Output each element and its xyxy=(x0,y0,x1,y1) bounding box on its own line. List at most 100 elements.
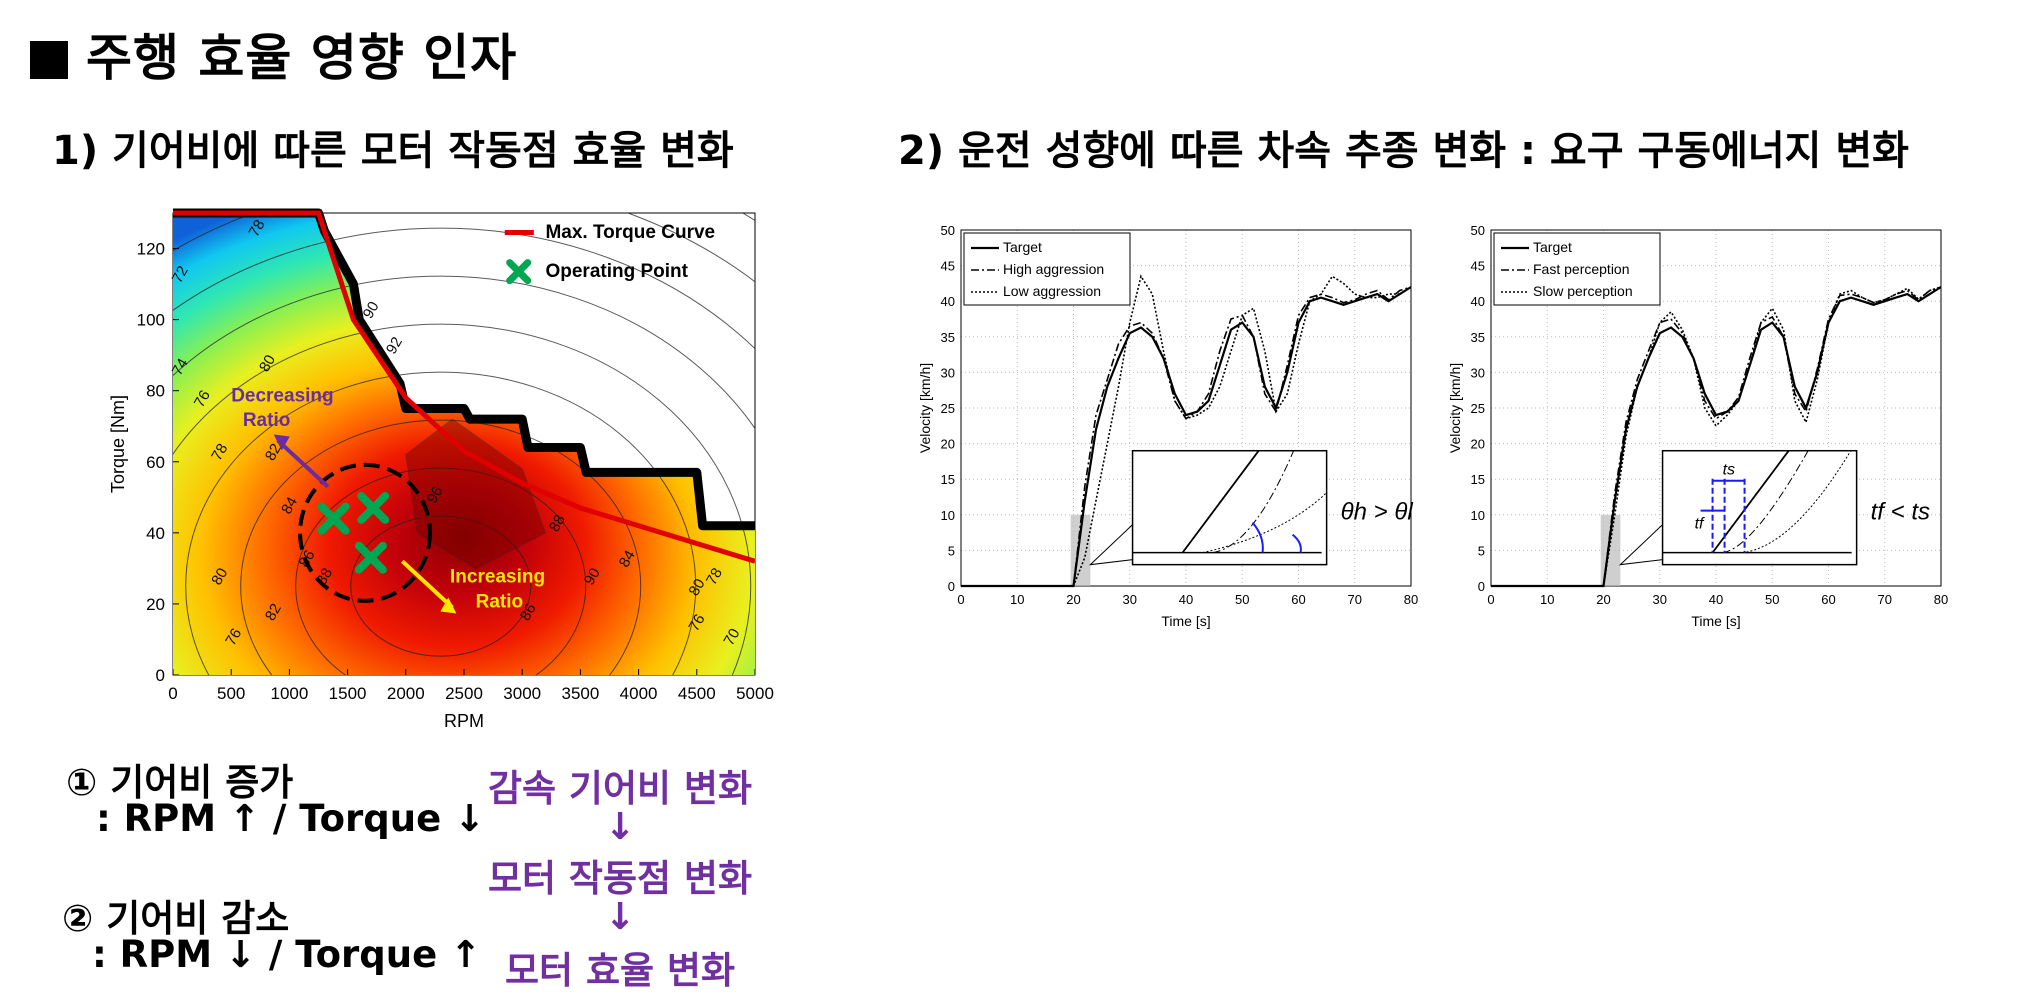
x-tick-label: 60 xyxy=(1291,592,1305,607)
y-tick-label: 50 xyxy=(1471,223,1485,238)
x-tick-label: 70 xyxy=(1348,592,1362,607)
x-tick-label: 40 xyxy=(1179,592,1193,607)
y-tick-label: 80 xyxy=(146,382,165,401)
y-tick-label: 45 xyxy=(941,259,955,274)
section1-title: 1) 기어비에 따른 모터 작동점 효율 변화 xyxy=(52,128,734,174)
decreasing-ratio-label: Decreasing xyxy=(231,385,333,406)
x-tick-label: 20 xyxy=(1596,592,1610,607)
decreasing-arrow xyxy=(276,438,330,489)
y-tick-label: 25 xyxy=(941,401,955,416)
operating-point-mark xyxy=(317,502,350,535)
inset-relation-label: θh > θl xyxy=(1341,499,1414,526)
efficiency-contour xyxy=(173,227,755,350)
efficiency-label: 86 xyxy=(517,601,540,624)
x-tick-label: 40 xyxy=(1709,592,1723,607)
plot-frame xyxy=(960,229,1412,587)
legend-label: Target xyxy=(1003,239,1042,255)
gear-ratio-increase-title: ① 기어비 증가 xyxy=(66,761,294,804)
y-tick-label: 30 xyxy=(941,365,955,380)
max-torque-curve xyxy=(173,210,756,564)
efficiency-label: 80 xyxy=(686,576,709,599)
flow-step-1: 감속 기어비 변화 xyxy=(487,767,753,810)
efficiency-contour xyxy=(350,515,532,657)
efficiency-contour xyxy=(185,371,697,675)
efficiency-label: 72 xyxy=(169,263,192,286)
angle-arc-h xyxy=(1251,521,1264,553)
series-line xyxy=(961,286,1412,588)
y-tick-label: 20 xyxy=(146,595,165,614)
operating-region-circle xyxy=(298,462,433,603)
x-tick-label: 70 xyxy=(1878,592,1892,607)
gear-ratio-decrease-title: ② 기어비 감소 xyxy=(62,897,290,940)
page-title: 주행 효율 영향 인자 xyxy=(30,18,517,90)
increasing-arrow xyxy=(400,559,454,609)
operating-point-mark xyxy=(357,491,390,524)
x-tick-label: 30 xyxy=(1653,592,1667,607)
efficiency-label: 84 xyxy=(616,547,639,570)
y-tick-label: 10 xyxy=(1471,508,1485,523)
flow-step-3: 모터 효율 변화 xyxy=(504,949,735,992)
legend-box xyxy=(1493,232,1661,306)
operating-point xyxy=(354,541,387,574)
square-bullet-icon xyxy=(30,41,68,79)
legend-operating-point-label: Operating Point xyxy=(545,261,688,282)
y-tick-label: 30 xyxy=(1471,365,1485,380)
efficiency-contour xyxy=(173,275,755,430)
inset-slow xyxy=(1742,450,1852,554)
increasing-arrowhead xyxy=(440,597,457,614)
flow-arrow-2: ↓ xyxy=(604,895,636,938)
efficiency-label: 82 xyxy=(262,441,285,464)
x-tick-label: 10 xyxy=(1540,592,1554,607)
legend-box xyxy=(963,232,1131,306)
inset-pointer xyxy=(1618,523,1664,566)
x-tick-label: 0 xyxy=(168,684,177,703)
efficiency-label: 76 xyxy=(191,388,214,411)
y-tick-label: 120 xyxy=(137,240,165,259)
y-tick-label: 40 xyxy=(941,294,955,309)
efficiency-label: 88 xyxy=(546,512,569,535)
y-tick-label: 35 xyxy=(1471,330,1485,345)
y-tick-label: 5 xyxy=(948,543,955,558)
efficiency-label: 92 xyxy=(383,334,406,357)
y-tick-label: 15 xyxy=(941,472,955,487)
x-tick-label: 10 xyxy=(1010,592,1024,607)
torque-limit-edge xyxy=(173,208,755,531)
y-tick-label: 0 xyxy=(1478,579,1485,594)
angle-arc-l xyxy=(1291,533,1302,553)
y-axis-label: Torque [Nm] xyxy=(108,395,128,493)
x-tick-label: 20 xyxy=(1066,592,1080,607)
efficiency-label: 80 xyxy=(208,565,231,588)
x-tick-label: 2000 xyxy=(387,684,425,703)
y-tick-label: 20 xyxy=(941,437,955,452)
y-tick-label: 40 xyxy=(146,524,165,543)
efficiency-label: 76 xyxy=(222,626,245,649)
y-axis-label: Velocity [km/h] xyxy=(917,363,933,453)
efficiency-label: 96 xyxy=(424,483,447,506)
flow-arrow-1: ↓ xyxy=(604,805,636,848)
inset-box xyxy=(1131,449,1328,566)
efficiency-label: 78 xyxy=(246,217,269,240)
efficiency-contour xyxy=(240,419,642,675)
efficiency-label: 80 xyxy=(256,352,279,375)
efficiency-label: 70 xyxy=(720,626,743,649)
efficiency-label: 78 xyxy=(703,565,726,588)
decreasing-ratio-label: Ratio xyxy=(243,410,291,431)
y-tick-label: 35 xyxy=(941,330,955,345)
x-tick-label: 1000 xyxy=(270,684,308,703)
inset-pointer xyxy=(1088,523,1134,566)
y-tick-label: 60 xyxy=(146,453,165,472)
x-tick-label: 50 xyxy=(1235,592,1249,607)
velocity-chart-aggression: 0 10 20 30 40 50 60 70 80 0 5 10 15 20 25 30 35 40 45 50 Tim… xyxy=(917,223,1418,629)
flow-step-2: 모터 작동점 변화 xyxy=(487,857,753,900)
operating-point-mark xyxy=(354,541,387,574)
x-tick-label: 500 xyxy=(217,684,245,703)
efficiency-peak-region xyxy=(405,418,547,569)
x-tick-label: 3500 xyxy=(561,684,599,703)
y-tick-label: 0 xyxy=(948,579,955,594)
increasing-ratio-label: Increasing xyxy=(450,567,545,588)
x-axis-label: Time [s] xyxy=(1161,613,1210,629)
x-tick-label: 60 xyxy=(1821,592,1835,607)
efficiency-map-chart: 0 500 1000 1500 2000 2500 3000 3500 4000 4500 5000… xyxy=(108,208,774,731)
x-axis-label: Time [s] xyxy=(1691,613,1740,629)
legend-label: Fast perception xyxy=(1533,261,1630,277)
